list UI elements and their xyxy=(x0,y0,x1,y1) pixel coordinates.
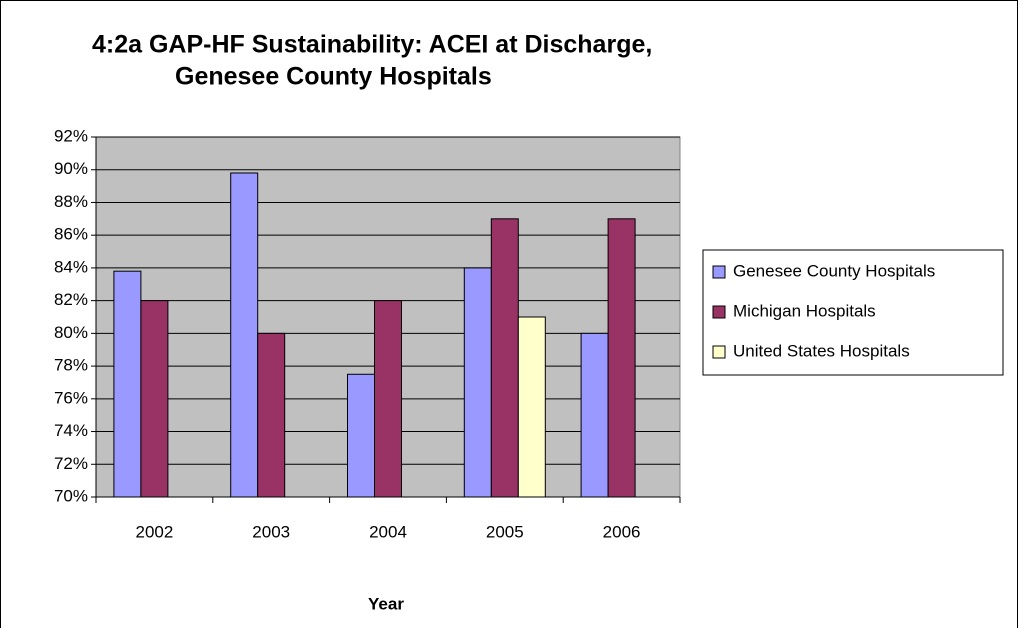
bar xyxy=(580,332,609,498)
bar xyxy=(607,218,636,498)
y-tick-label: 90% xyxy=(54,159,88,178)
y-tick-label: 78% xyxy=(54,356,88,375)
legend-swatch xyxy=(712,345,726,359)
legend-box xyxy=(702,249,1004,376)
y-tick-label: 80% xyxy=(54,323,88,342)
legend-swatch xyxy=(712,265,726,279)
legend-label: United States Hospitals xyxy=(733,341,910,360)
bar xyxy=(257,332,286,498)
y-tick-label: 72% xyxy=(54,454,88,473)
y-tick-label: 84% xyxy=(54,257,88,276)
x-tick-label: 2005 xyxy=(486,522,524,541)
chart-subtitle: Genesee County Hospitals xyxy=(175,63,492,91)
x-axis-title: Year xyxy=(368,594,404,613)
legend-label: Genesee County Hospitals xyxy=(733,261,935,280)
legend-label: Michigan Hospitals xyxy=(733,301,876,320)
bar xyxy=(463,267,492,498)
y-tick-label: 86% xyxy=(54,225,88,244)
chart-title: 4:2a GAP-HF Sustainability: ACEI at Disc… xyxy=(92,31,652,59)
y-tick-label: 76% xyxy=(54,388,88,407)
bar xyxy=(113,270,142,498)
legend-swatch xyxy=(712,305,726,319)
x-tick-label: 2004 xyxy=(369,522,407,541)
y-tick-label: 82% xyxy=(54,290,88,309)
y-tick-label: 70% xyxy=(54,486,88,505)
y-tick-label: 92% xyxy=(54,126,88,145)
bar xyxy=(140,300,169,498)
bar xyxy=(490,218,519,498)
x-tick-label: 2002 xyxy=(135,522,173,541)
bar xyxy=(347,373,375,498)
bar xyxy=(230,172,259,498)
bar xyxy=(374,300,402,498)
bar xyxy=(517,316,546,498)
y-tick-label: 74% xyxy=(54,421,88,440)
x-tick-label: 2003 xyxy=(252,522,290,541)
x-tick-label: 2006 xyxy=(603,522,641,541)
y-tick-label: 88% xyxy=(54,192,88,211)
